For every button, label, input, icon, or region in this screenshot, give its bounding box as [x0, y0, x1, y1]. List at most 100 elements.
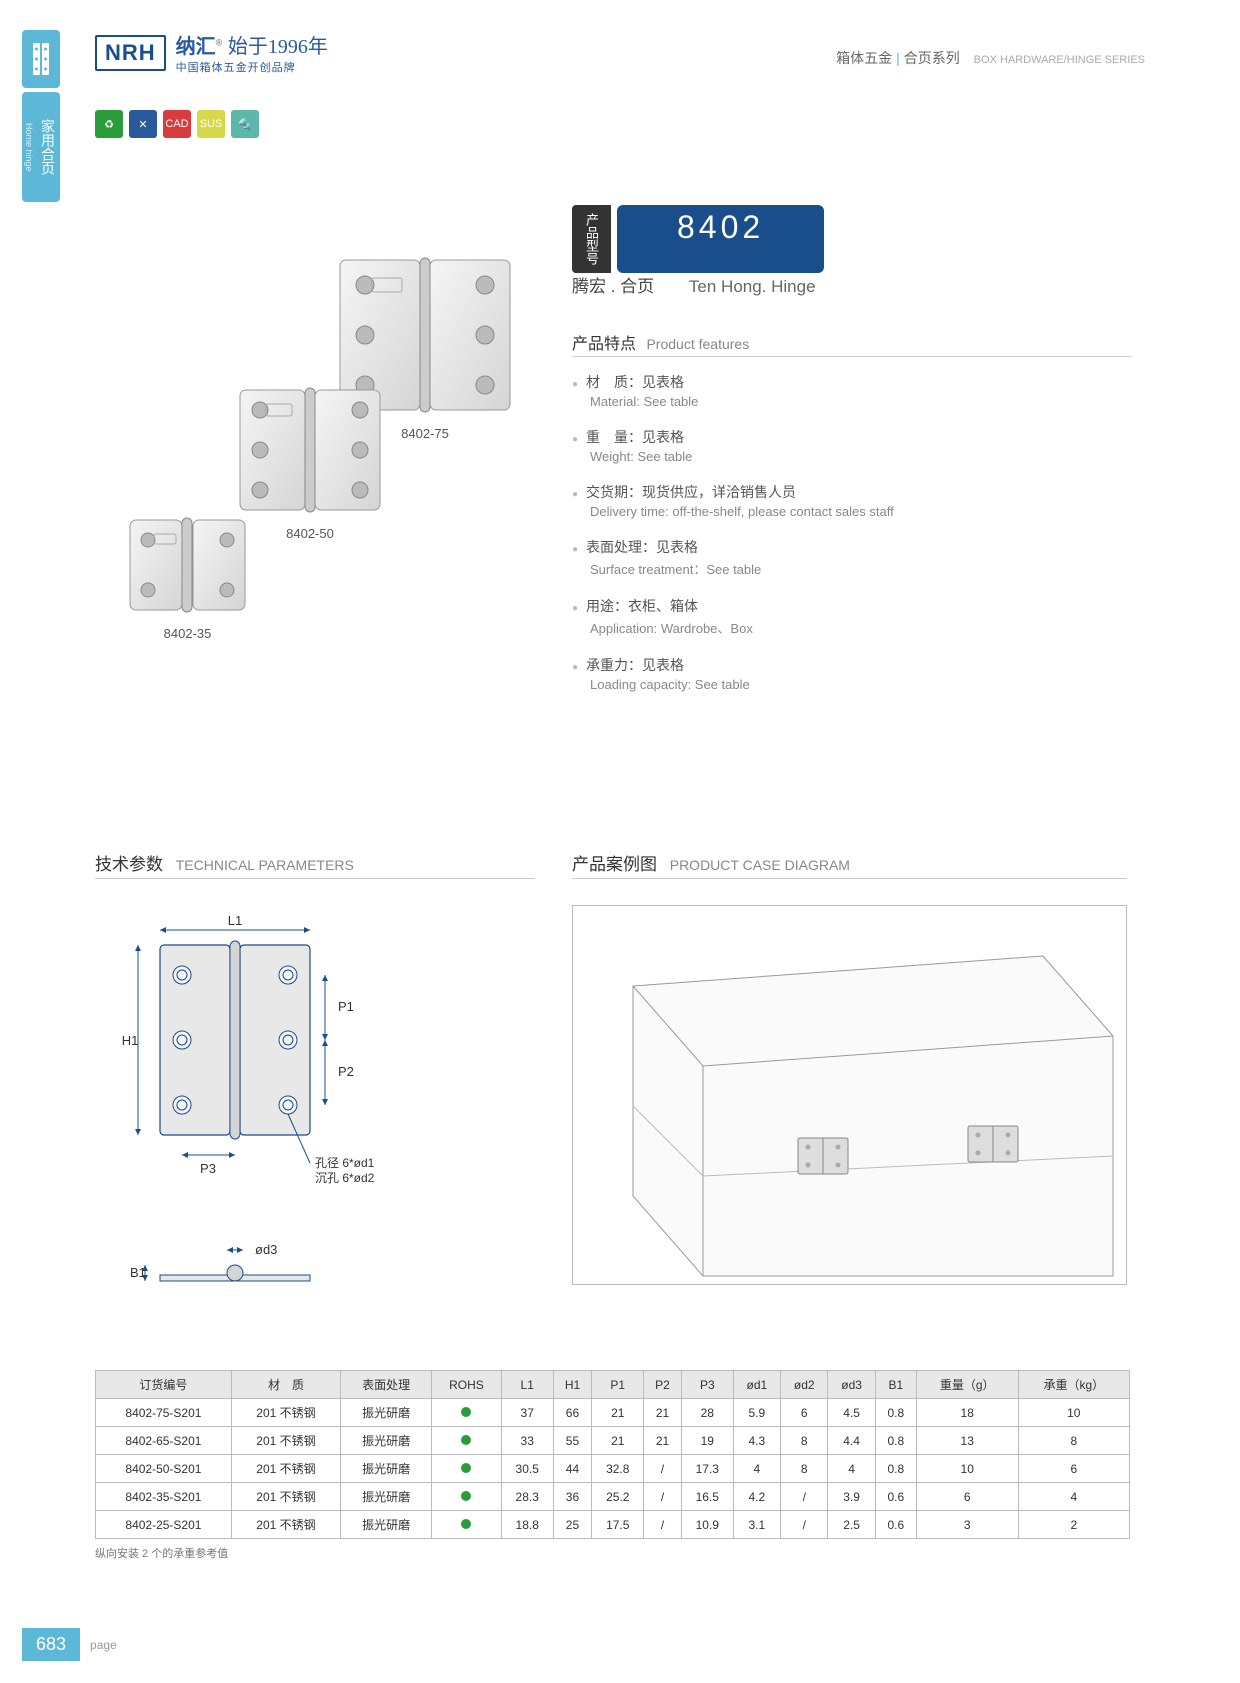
- feature-item: 用途：衣柜、箱体 Application: Wardrobe、Box: [572, 596, 1132, 637]
- table-header: L1: [501, 1371, 553, 1399]
- feature-en: Application: Wardrobe、Box: [590, 618, 1132, 637]
- table-cell: 10.9: [681, 1511, 733, 1539]
- table-cell: 8: [781, 1427, 828, 1455]
- product-name: 腾宏 . 合页 Ten Hong. Hinge: [572, 272, 816, 297]
- feature-en: Delivery time: off-the-shelf, please con…: [590, 504, 1132, 519]
- table-cell: 0.8: [875, 1399, 916, 1427]
- spec-table-wrap: 订货编号材 质表面处理ROHSL1H1P1P2P3ød1ød2ød3B1重量（g…: [95, 1370, 1130, 1561]
- feature-item: 重 量：见表格Weight: See table: [572, 427, 1132, 464]
- table-cell: /: [781, 1483, 828, 1511]
- side-tab-en: Home hinge: [24, 123, 34, 172]
- feature-zh: 用途：衣柜、箱体: [572, 596, 1132, 616]
- table-cell: 3.9: [828, 1483, 875, 1511]
- technical-diagram: L1 H1 P1 P2 P3 孔径 6*ød1 沉孔 6*ød2 ød3 B1: [120, 905, 440, 1340]
- table-cell: 振光研磨: [341, 1427, 432, 1455]
- spec-table: 订货编号材 质表面处理ROHSL1H1P1P2P3ød1ød2ød3B1重量（g…: [95, 1370, 1130, 1539]
- table-cell: 28: [681, 1399, 733, 1427]
- features-divider: [572, 356, 1132, 357]
- table-cell: /: [644, 1455, 682, 1483]
- feature-en: Surface treatment：See table: [590, 559, 1132, 578]
- feature-zh: 重 量：见表格: [572, 427, 1132, 447]
- svg-text:沉孔 6*ød2: 沉孔 6*ød2: [315, 1171, 375, 1185]
- table-cell: 振光研磨: [341, 1511, 432, 1539]
- table-cell: 18: [916, 1399, 1018, 1427]
- case-title-en: PRODUCT CASE DIAGRAM: [670, 857, 850, 873]
- feature-zh: 交货期：现货供应，详洽销售人员: [572, 482, 1132, 502]
- case-title: 产品案例图 PRODUCT CASE DIAGRAM: [572, 850, 850, 875]
- table-cell: [432, 1427, 502, 1455]
- table-cell: 4: [1018, 1483, 1129, 1511]
- tech-params-title: 技术参数 TECHNICAL PARAMETERS: [95, 850, 354, 875]
- table-cell: 4: [828, 1455, 875, 1483]
- breadcrumb-cat2: 合页系列: [904, 50, 960, 66]
- logo-mark: NRH: [95, 35, 166, 71]
- table-cell: 8402-25-S201: [96, 1511, 232, 1539]
- table-cell: 30.5: [501, 1455, 553, 1483]
- table-cell: 6: [1018, 1455, 1129, 1483]
- table-cell: 8402-35-S201: [96, 1483, 232, 1511]
- logo-sub: 中国箱体五金开创品牌: [176, 59, 328, 75]
- logo-sup: ®: [216, 37, 223, 47]
- logo-text: 纳汇® 始于1996年 中国箱体五金开创品牌: [176, 30, 328, 75]
- table-cell: 201 不锈钢: [231, 1483, 340, 1511]
- table-cell: 2: [1018, 1511, 1129, 1539]
- svg-text:L1: L1: [228, 913, 242, 928]
- table-cell: 21: [592, 1399, 644, 1427]
- svg-text:P2: P2: [338, 1064, 354, 1079]
- table-cell: 55: [553, 1427, 592, 1455]
- table-cell: 振光研磨: [341, 1399, 432, 1427]
- product-name-cn: 腾宏 . 合页: [572, 277, 654, 296]
- tech-title-cn: 技术参数: [95, 855, 163, 874]
- feature-zh: 表面处理：见表格: [572, 537, 1132, 557]
- cert-icon: 🔩: [231, 110, 259, 138]
- svg-text:P1: P1: [338, 999, 354, 1014]
- table-cell: [432, 1399, 502, 1427]
- rohs-dot-icon: [461, 1435, 471, 1445]
- table-cell: [432, 1483, 502, 1511]
- table-cell: 25: [553, 1511, 592, 1539]
- table-cell: 18.8: [501, 1511, 553, 1539]
- table-header: ROHS: [432, 1371, 502, 1399]
- feature-zh: 承重力：见表格: [572, 655, 1132, 675]
- features-list: 材 质：见表格Material: See table重 量：见表格Weight:…: [572, 372, 1132, 710]
- table-cell: 2.5: [828, 1511, 875, 1539]
- table-cell: 4: [733, 1455, 780, 1483]
- rohs-dot-icon: [461, 1491, 471, 1501]
- table-cell: 17.5: [592, 1511, 644, 1539]
- hinge-small-label: 8402-35: [120, 626, 255, 641]
- table-cell: 振光研磨: [341, 1483, 432, 1511]
- table-cell: 4.4: [828, 1427, 875, 1455]
- table-cell: 13: [916, 1427, 1018, 1455]
- table-row: 8402-25-S201201 不锈钢振光研磨18.82517.5/10.93.…: [96, 1511, 1130, 1539]
- table-cell: 6: [781, 1399, 828, 1427]
- table-cell: 0.6: [875, 1511, 916, 1539]
- feature-zh: 材 质：见表格: [572, 372, 1132, 392]
- case-diagram: [572, 905, 1127, 1285]
- svg-text:B1: B1: [130, 1265, 146, 1280]
- table-header: 订货编号: [96, 1371, 232, 1399]
- svg-text:P3: P3: [200, 1161, 216, 1176]
- table-cell: [432, 1511, 502, 1539]
- table-row: 8402-35-S201201 不锈钢振光研磨28.33625.2/16.54.…: [96, 1483, 1130, 1511]
- table-cell: [432, 1455, 502, 1483]
- table-cell: 0.8: [875, 1455, 916, 1483]
- table-header: P1: [592, 1371, 644, 1399]
- features-title-cn: 产品特点: [572, 336, 636, 353]
- table-header: P3: [681, 1371, 733, 1399]
- rohs-dot-icon: [461, 1463, 471, 1473]
- features-title-en: Product features: [646, 336, 749, 352]
- table-cell: 201 不锈钢: [231, 1455, 340, 1483]
- cert-icon: ✕: [129, 110, 157, 138]
- table-cell: 32.8: [592, 1455, 644, 1483]
- cert-icon-row: ♻✕CADSUS🔩: [95, 110, 259, 138]
- table-cell: /: [644, 1511, 682, 1539]
- side-tab-cn: 家用合页: [38, 119, 58, 175]
- table-header: P2: [644, 1371, 682, 1399]
- svg-text:H1: H1: [122, 1033, 139, 1048]
- feature-en: Loading capacity: See table: [590, 677, 1132, 692]
- table-cell: 8: [781, 1455, 828, 1483]
- table-header: H1: [553, 1371, 592, 1399]
- feature-item: 表面处理：见表格 Surface treatment：See table: [572, 537, 1132, 578]
- table-cell: 3.1: [733, 1511, 780, 1539]
- table-header: 表面处理: [341, 1371, 432, 1399]
